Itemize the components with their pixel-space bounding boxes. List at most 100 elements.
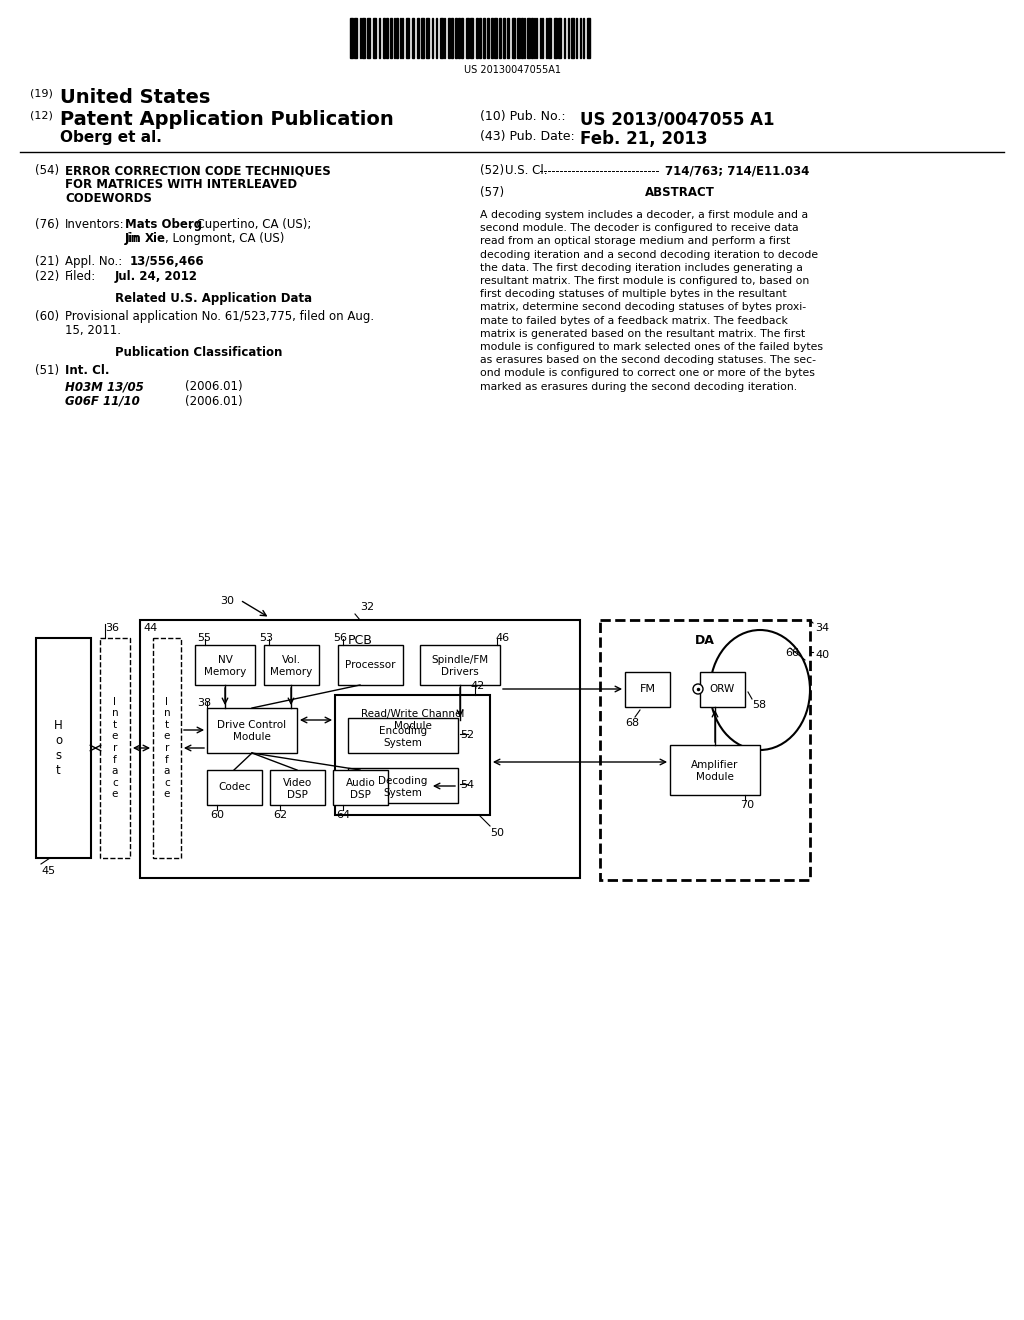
Text: 62: 62 <box>273 810 287 820</box>
Text: Feb. 21, 2013: Feb. 21, 2013 <box>580 129 708 148</box>
Text: 60: 60 <box>210 810 224 820</box>
Text: H
o
s
t: H o s t <box>54 719 62 777</box>
Text: (19): (19) <box>30 88 53 98</box>
Text: Mats Oberg: Mats Oberg <box>125 218 202 231</box>
Bar <box>483 18 485 58</box>
FancyBboxPatch shape <box>348 718 458 752</box>
Text: (12): (12) <box>30 110 53 120</box>
Text: (51): (51) <box>35 364 59 378</box>
FancyBboxPatch shape <box>207 708 297 752</box>
Text: CODEWORDS: CODEWORDS <box>65 191 152 205</box>
Bar <box>440 18 443 58</box>
Bar <box>490 18 493 58</box>
Text: mate to failed bytes of a feedback matrix. The feedback: mate to failed bytes of a feedback matri… <box>480 315 787 326</box>
Text: (57): (57) <box>480 186 504 199</box>
Text: Drivers: Drivers <box>441 667 479 677</box>
Text: Publication Classification: Publication Classification <box>115 346 283 359</box>
Text: (52): (52) <box>480 164 504 177</box>
Text: matrix is generated based on the resultant matrix. The first: matrix is generated based on the resulta… <box>480 329 805 339</box>
Text: Memory: Memory <box>204 667 246 677</box>
Text: 50: 50 <box>490 828 504 838</box>
Bar <box>531 18 534 58</box>
Bar <box>412 18 414 58</box>
Text: I
n
t
e
r
f
a
c
e: I n t e r f a c e <box>164 697 170 800</box>
Text: ERROR CORRECTION CODE TECHNIQUES: ERROR CORRECTION CODE TECHNIQUES <box>65 164 331 177</box>
Bar <box>548 18 551 58</box>
Bar <box>367 18 370 58</box>
Bar <box>455 18 457 58</box>
FancyBboxPatch shape <box>333 770 388 805</box>
Text: ORW: ORW <box>710 685 735 694</box>
Text: System: System <box>384 788 423 797</box>
Bar <box>426 18 429 58</box>
Text: 36: 36 <box>105 623 119 634</box>
Bar <box>470 18 473 58</box>
Text: Memory: Memory <box>270 667 312 677</box>
Text: 15, 2011.: 15, 2011. <box>65 323 121 337</box>
Text: PCB: PCB <box>347 634 373 647</box>
Text: A decoding system includes a decoder, a first module and a: A decoding system includes a decoder, a … <box>480 210 808 220</box>
Bar <box>571 18 574 58</box>
FancyBboxPatch shape <box>335 696 490 814</box>
Bar <box>558 18 561 58</box>
Text: Codec: Codec <box>218 783 251 792</box>
Text: (76): (76) <box>35 218 59 231</box>
Bar <box>512 18 515 58</box>
FancyBboxPatch shape <box>420 645 500 685</box>
FancyBboxPatch shape <box>36 638 91 858</box>
FancyBboxPatch shape <box>264 645 319 685</box>
Text: Patent Application Publication: Patent Application Publication <box>60 110 394 129</box>
Text: 46: 46 <box>495 634 509 643</box>
Text: Video: Video <box>283 777 312 788</box>
FancyBboxPatch shape <box>100 638 130 858</box>
FancyBboxPatch shape <box>207 770 262 805</box>
Bar <box>396 18 398 58</box>
Text: (10) Pub. No.:: (10) Pub. No.: <box>480 110 565 123</box>
Text: US 2013/0047055 A1: US 2013/0047055 A1 <box>580 110 774 128</box>
FancyBboxPatch shape <box>270 770 325 805</box>
Text: Vol.: Vol. <box>282 655 301 665</box>
Text: 44: 44 <box>143 623 158 634</box>
Bar <box>527 18 530 58</box>
Text: Spindle/FM: Spindle/FM <box>431 655 488 665</box>
Bar <box>417 18 419 58</box>
Text: 30: 30 <box>220 597 234 606</box>
Bar <box>451 18 453 58</box>
Text: 70: 70 <box>740 800 754 810</box>
Ellipse shape <box>710 630 810 750</box>
Text: FM: FM <box>640 685 655 694</box>
FancyBboxPatch shape <box>670 744 760 795</box>
FancyBboxPatch shape <box>338 645 403 685</box>
Text: , Cupertino, CA (US);: , Cupertino, CA (US); <box>189 218 311 231</box>
Text: the data. The first decoding iteration includes generating a: the data. The first decoding iteration i… <box>480 263 803 273</box>
Bar <box>466 18 469 58</box>
Text: module is configured to mark selected ones of the failed bytes: module is configured to mark selected on… <box>480 342 823 352</box>
Text: 42: 42 <box>470 681 484 690</box>
Text: 34: 34 <box>815 623 829 634</box>
Text: US 20130047055A1: US 20130047055A1 <box>464 65 560 75</box>
Text: Read/Write Channel: Read/Write Channel <box>360 709 464 719</box>
Bar <box>521 18 523 58</box>
Bar <box>554 18 557 58</box>
Text: Int. Cl.: Int. Cl. <box>65 364 110 378</box>
Text: Drive Control: Drive Control <box>217 721 287 730</box>
Text: U.S. Cl.: U.S. Cl. <box>505 164 548 177</box>
Text: first decoding statuses of multiple bytes in the resultant: first decoding statuses of multiple byte… <box>480 289 786 300</box>
Text: 45: 45 <box>41 866 55 876</box>
Text: DA: DA <box>695 634 715 647</box>
Text: 58: 58 <box>752 700 766 710</box>
Text: read from an optical storage medium and perform a first: read from an optical storage medium and … <box>480 236 791 247</box>
Circle shape <box>693 684 703 694</box>
Bar <box>503 18 505 58</box>
Bar <box>461 18 463 58</box>
Text: Jin: Jin <box>125 232 141 246</box>
Text: DSP: DSP <box>287 789 308 800</box>
Text: 52: 52 <box>460 730 474 741</box>
Text: (60): (60) <box>35 310 59 323</box>
FancyBboxPatch shape <box>348 768 458 803</box>
Bar <box>449 18 450 58</box>
Text: H03M 13/05: H03M 13/05 <box>65 380 143 393</box>
Bar <box>390 18 392 58</box>
Bar <box>350 18 353 58</box>
Text: 38: 38 <box>197 698 211 708</box>
